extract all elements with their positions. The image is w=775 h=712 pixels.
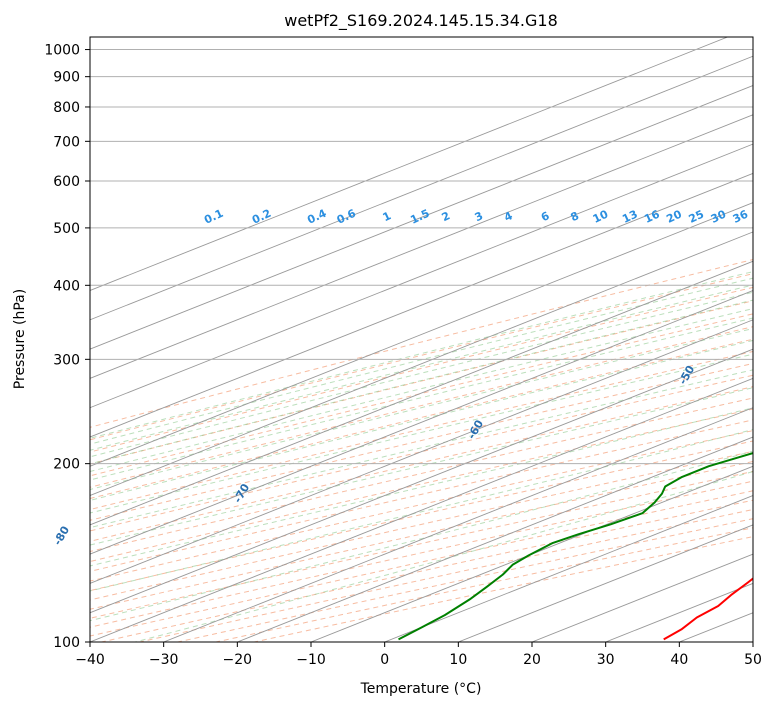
x-tick-label: 20 [523,652,541,668]
x-tick-label: 40 [670,652,688,668]
y-tick-label: 300 [53,352,80,368]
y-axis-title: Pressure (hPa) [12,289,28,389]
y-tick-label: 100 [53,635,80,651]
y-tick-label: 600 [53,174,80,190]
x-tick-label: 50 [744,652,762,668]
y-tick-label: 700 [53,134,80,150]
y-tick-label: 400 [53,278,80,294]
x-tick-label: −20 [223,652,253,668]
x-tick-label: −30 [149,652,179,668]
x-tick-label: −40 [75,652,105,668]
y-tick-label: 1000 [44,43,80,59]
y-tick-label: 200 [53,457,80,473]
x-axis-title: Temperature (°C) [360,681,482,697]
x-tick-label: 30 [597,652,615,668]
y-tick-label: 500 [53,221,80,237]
x-tick-label: 10 [449,652,467,668]
y-tick-label: 800 [53,100,80,116]
y-tick-label: 900 [53,70,80,86]
x-tick-label: −10 [296,652,326,668]
x-tick-label: 0 [380,652,389,668]
chart-title: wetPf2_S169.2024.145.15.34.G18 [284,11,558,31]
